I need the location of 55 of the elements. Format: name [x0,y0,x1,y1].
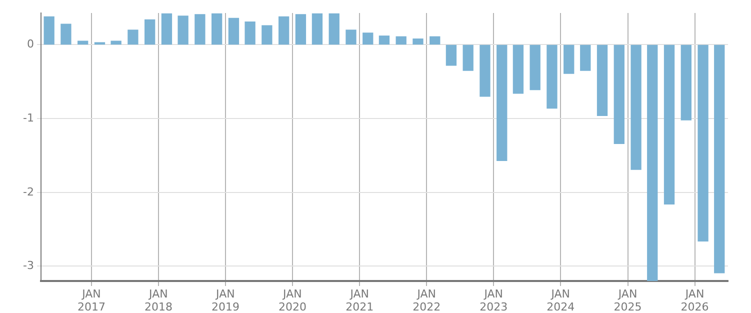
bar [698,44,708,242]
bar [346,30,356,45]
bar [328,13,340,45]
bar [94,42,106,45]
y-tick-label: -2 [23,185,34,198]
x-tick-label: JAN 2025 [614,287,642,313]
x-tick-label: JAN 2023 [480,287,508,313]
x-tick-label: JAN 2019 [211,287,240,313]
bar [614,44,624,144]
bar [446,44,457,66]
bar [178,16,188,45]
bar [630,44,642,170]
bar [312,13,323,45]
x-tick-label: JAN 2022 [412,287,441,313]
bar [144,19,156,45]
bar [262,25,272,45]
bar [161,13,172,45]
bar [462,44,474,71]
bar [480,44,490,97]
bar [78,40,88,45]
bar [546,44,558,109]
bar [212,13,222,45]
bar [714,44,725,274]
bar [647,44,658,281]
x-tick-label: JAN 2018 [144,287,172,313]
bar [580,44,591,71]
x-tick-label: JAN 2017 [77,287,106,313]
bar [44,16,54,45]
bar [295,14,306,45]
bar [512,44,524,94]
bar [564,44,574,74]
bar [412,38,424,45]
bar [194,14,206,45]
bar [430,36,440,45]
x-tick-label: JAN 2024 [546,287,575,313]
x-tick-label: JAN 2020 [278,287,306,313]
bar [664,44,675,205]
bar [128,30,138,45]
bar [378,36,390,45]
bar [496,44,508,161]
x-tick-label: JAN 2021 [346,287,374,313]
bar [596,44,608,116]
bar [244,22,256,45]
bar [396,36,406,45]
bar [362,32,374,45]
bar [680,44,692,120]
bar [110,40,122,45]
bar [278,16,290,45]
bar [60,24,72,45]
y-tick-label: -1 [23,111,34,124]
y-tick-label: 0 [27,38,34,51]
bar [530,44,540,90]
bar [228,18,240,45]
y-tick-label: -3 [23,259,34,272]
x-tick-label: JAN 2026 [680,287,709,313]
